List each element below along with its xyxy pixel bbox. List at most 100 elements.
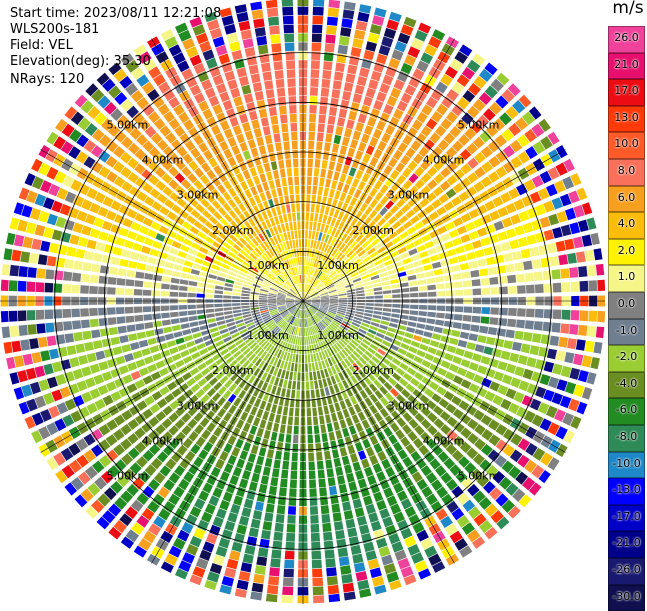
range-gate	[241, 507, 251, 517]
range-gate	[368, 512, 379, 523]
range-gate	[348, 406, 355, 415]
range-gate	[40, 350, 50, 361]
range-gate	[460, 263, 469, 271]
range-gate	[317, 132, 324, 141]
range-gate	[585, 341, 595, 353]
range-gate	[441, 336, 450, 343]
range-gate	[382, 312, 391, 316]
range-gate	[321, 88, 330, 97]
range-gate	[550, 336, 560, 347]
range-gate	[327, 170, 333, 179]
range-gate	[358, 113, 367, 123]
range-gate	[271, 404, 277, 413]
range-gate	[287, 78, 295, 87]
range-gate	[364, 467, 373, 477]
range-gate	[350, 453, 358, 463]
range-gate	[175, 234, 185, 242]
range-gate	[363, 495, 373, 505]
range-gate	[153, 275, 162, 282]
range-gate	[266, 171, 273, 180]
range-gate	[80, 308, 89, 316]
range-gate	[280, 424, 286, 433]
range-gate	[249, 65, 259, 75]
range-gate	[294, 230, 297, 239]
range-gate	[225, 283, 234, 287]
range-gate	[441, 233, 451, 242]
range-gate	[436, 244, 446, 252]
range-gate	[194, 258, 203, 265]
range-gate	[293, 221, 297, 230]
range-gate	[223, 412, 232, 422]
range-gate	[150, 249, 160, 257]
range-gate	[29, 253, 39, 264]
range-gate	[594, 342, 603, 354]
range-gate	[331, 89, 340, 98]
range-gate	[107, 287, 116, 295]
range-gate	[365, 306, 374, 309]
range-gate	[188, 310, 197, 315]
range-gate	[261, 475, 269, 485]
range-gate	[233, 310, 242, 314]
range-gate	[287, 524, 296, 533]
range-gate	[36, 323, 45, 333]
range-gate	[406, 352, 415, 360]
range-gate	[342, 137, 350, 147]
range-gate	[250, 592, 262, 601]
range-gate	[410, 305, 419, 310]
range-gate	[497, 361, 507, 371]
range-gate	[447, 249, 457, 257]
range-ring-label: 1.00km	[317, 329, 359, 342]
range-ring-label: 4.00km	[423, 154, 465, 167]
range-gate	[233, 313, 242, 317]
range-gate	[283, 214, 288, 223]
range-gate	[90, 275, 99, 284]
range-gate	[313, 416, 318, 425]
range-gate	[323, 532, 333, 541]
range-gate	[278, 97, 286, 106]
range-gate	[486, 337, 496, 346]
range-gate	[71, 285, 80, 294]
range-gate	[374, 303, 383, 306]
range-gate	[347, 295, 355, 298]
range-gate	[411, 254, 420, 261]
range-gate	[362, 439, 371, 449]
range-gate	[80, 285, 89, 293]
range-gate	[240, 142, 249, 152]
range-gate	[262, 411, 269, 420]
range-gate	[1, 280, 9, 291]
range-gate	[334, 521, 344, 531]
range-gate	[287, 425, 293, 434]
range-gate	[355, 122, 364, 132]
range-gate	[283, 16, 294, 25]
range-gate	[325, 34, 335, 43]
range-gate	[305, 248, 307, 256]
range-gate	[337, 117, 345, 127]
range-gate	[191, 327, 200, 333]
range-gate	[489, 317, 498, 325]
range-gate	[289, 105, 297, 114]
range-gate	[312, 551, 322, 560]
range-gate	[523, 369, 534, 380]
range-gate	[481, 237, 491, 246]
range-gate	[72, 320, 81, 329]
colorbar-tick-label: -30.0	[608, 590, 645, 603]
range-gate	[36, 310, 45, 320]
range-gate	[526, 234, 536, 245]
range-gate	[324, 142, 331, 151]
range-gate	[38, 337, 48, 348]
range-gate	[571, 282, 580, 292]
range-gate	[329, 208, 335, 217]
range-ring-label: 5.00km	[458, 118, 500, 131]
range-gate	[419, 344, 429, 351]
range-gate	[289, 222, 293, 231]
range-ring-label: 3.00km	[388, 399, 430, 412]
range-gate	[308, 159, 314, 168]
range-gate	[318, 407, 323, 416]
range-gate	[597, 311, 605, 322]
range-gate	[71, 309, 80, 318]
range-gate	[169, 347, 179, 355]
range-gate	[392, 289, 401, 293]
colorbar-tick-label: -13.0	[608, 483, 645, 496]
range-gate	[270, 477, 278, 486]
range-gate	[273, 532, 283, 541]
